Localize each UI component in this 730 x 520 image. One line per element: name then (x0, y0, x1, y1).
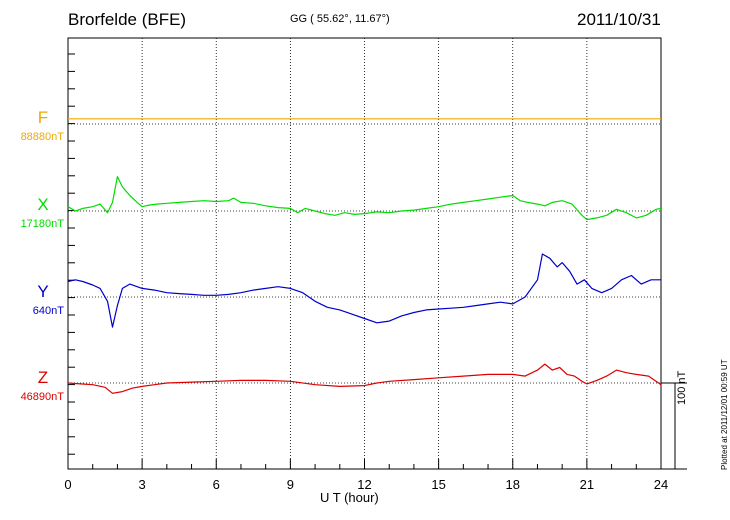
series-name-y: Y (37, 282, 49, 301)
x-tick-label: 9 (287, 477, 294, 492)
series-baseline-x: 17180nT (20, 218, 64, 230)
date-label: 2011/10/31 (577, 10, 661, 29)
series-line-x (67, 176, 662, 221)
series-name-f: F (37, 108, 49, 127)
series-line-z (67, 363, 662, 394)
series-baseline-y: 640nT (32, 305, 64, 317)
series-baseline-f: 88880nT (20, 131, 64, 143)
scale-bar-label: 100 nT (676, 370, 688, 405)
station-title: Brorfelde (BFE) (68, 10, 187, 29)
x-tick-label: 12 (357, 477, 371, 492)
coords-label: GG ( 55.62°, 11.67°) (290, 13, 390, 25)
x-tick-label: 3 (139, 477, 146, 492)
x-tick-label: 24 (654, 477, 668, 492)
x-tick-label: 18 (506, 477, 520, 492)
plotted-at-note: Plotted at 2011/12/01 00:59 UT (720, 359, 729, 470)
x-tick-label: 6 (213, 477, 220, 492)
x-tick-label: 21 (580, 477, 594, 492)
series-name-x: X (37, 195, 49, 214)
x-tick-label: 15 (431, 477, 445, 492)
x-tick-label: 0 (64, 477, 71, 492)
series-line-y (67, 253, 661, 328)
x-axis-label: U T (hour) (320, 490, 379, 505)
series-name-z: Z (37, 368, 49, 387)
series-baseline-z: 46890nT (20, 391, 64, 403)
